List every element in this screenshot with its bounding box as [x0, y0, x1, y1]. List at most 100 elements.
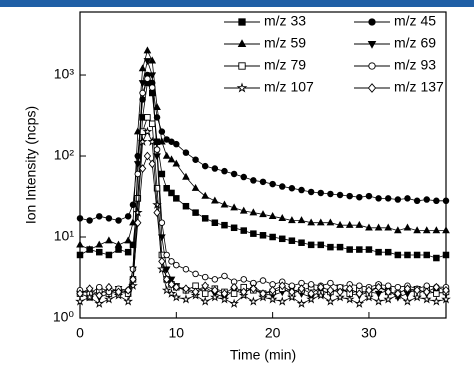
data-point: [172, 159, 181, 167]
data-point: [423, 287, 431, 297]
data-point: [365, 192, 373, 200]
legend-marker: [367, 83, 377, 93]
data-point: [182, 149, 190, 156]
data-point: [326, 285, 335, 295]
data-point: [327, 243, 334, 251]
legend-label: m/z 107: [264, 79, 314, 95]
data-point: [384, 223, 393, 231]
data-point: [249, 208, 258, 216]
legend-label: m/z 59: [264, 35, 306, 51]
data-point: [105, 215, 113, 222]
data-point: [75, 296, 85, 306]
data-point: [259, 232, 267, 239]
data-point: [137, 136, 148, 146]
data-point: [76, 251, 84, 259]
data-point: [173, 261, 180, 269]
data-point: [394, 251, 402, 259]
data-point: [355, 220, 364, 228]
data-point: [394, 226, 402, 234]
data-point: [336, 287, 344, 297]
data-point: [287, 292, 297, 302]
data-point: [374, 282, 383, 292]
data-point: [182, 172, 190, 180]
legend-marker: [368, 62, 376, 70]
legend-marker: [238, 62, 246, 70]
data-point: [307, 241, 315, 249]
data-point: [421, 294, 432, 304]
data-point: [423, 251, 430, 259]
data-point: [345, 220, 354, 228]
data-point: [191, 287, 200, 297]
y-tick-label: 10³: [54, 66, 75, 82]
data-point: [307, 218, 315, 226]
data-point: [221, 167, 228, 175]
data-point: [201, 215, 209, 222]
data-point: [384, 287, 392, 297]
data-point: [173, 195, 180, 202]
data-point: [375, 248, 382, 256]
data-point: [123, 296, 133, 306]
header-strip: [0, 0, 474, 7]
data-point: [221, 221, 228, 229]
data-point: [114, 287, 123, 297]
data-point: [229, 298, 239, 308]
data-point: [95, 291, 103, 300]
data-point: [147, 136, 158, 146]
data-point: [182, 265, 190, 273]
data-point: [298, 186, 305, 194]
data-point: [325, 296, 336, 306]
data-point: [129, 265, 137, 273]
data-point: [210, 292, 220, 302]
data-point: [148, 120, 156, 128]
data-point: [384, 248, 392, 256]
data-point: [384, 195, 392, 202]
data-point: [211, 285, 219, 295]
data-point: [115, 246, 122, 253]
data-point: [148, 84, 156, 91]
data-point: [346, 284, 354, 294]
data-point: [158, 257, 166, 266]
data-point: [336, 191, 344, 199]
data-point: [268, 212, 277, 220]
data-point: [230, 170, 238, 178]
data-point: [402, 296, 413, 306]
data-point: [148, 56, 157, 64]
data-point: [356, 282, 363, 290]
y-tick-label: 10⁰: [53, 309, 75, 325]
data-point: [134, 195, 142, 202]
legend-label: m/z 79: [264, 57, 306, 73]
data-point: [96, 283, 103, 291]
data-point: [182, 202, 190, 210]
data-point: [133, 161, 142, 169]
data-point: [326, 218, 335, 226]
data-point: [268, 285, 277, 295]
data-point: [138, 80, 147, 88]
data-point: [375, 195, 382, 202]
data-point: [221, 272, 228, 280]
legend-label: m/z 93: [394, 57, 436, 73]
data-point: [124, 248, 132, 256]
data-point: [163, 251, 170, 259]
data-point: [355, 289, 363, 298]
data-point: [192, 270, 199, 278]
data-point: [373, 296, 384, 306]
data-point: [336, 243, 344, 251]
x-tick-label: 30: [361, 325, 377, 341]
x-tick-label: 20: [265, 325, 281, 341]
data-point: [288, 216, 296, 224]
data-point: [356, 246, 363, 253]
data-point: [240, 276, 247, 283]
data-point: [166, 288, 177, 298]
data-point: [383, 294, 394, 304]
data-point: [364, 292, 374, 302]
data-point: [327, 279, 334, 287]
data-point: [132, 207, 143, 217]
data-point: [354, 298, 365, 308]
data-point: [148, 159, 156, 169]
data-point: [413, 251, 421, 259]
data-point: [96, 248, 103, 256]
data-point: [181, 294, 191, 304]
data-point: [317, 241, 325, 249]
data-point: [182, 284, 190, 294]
data-point: [298, 239, 305, 246]
